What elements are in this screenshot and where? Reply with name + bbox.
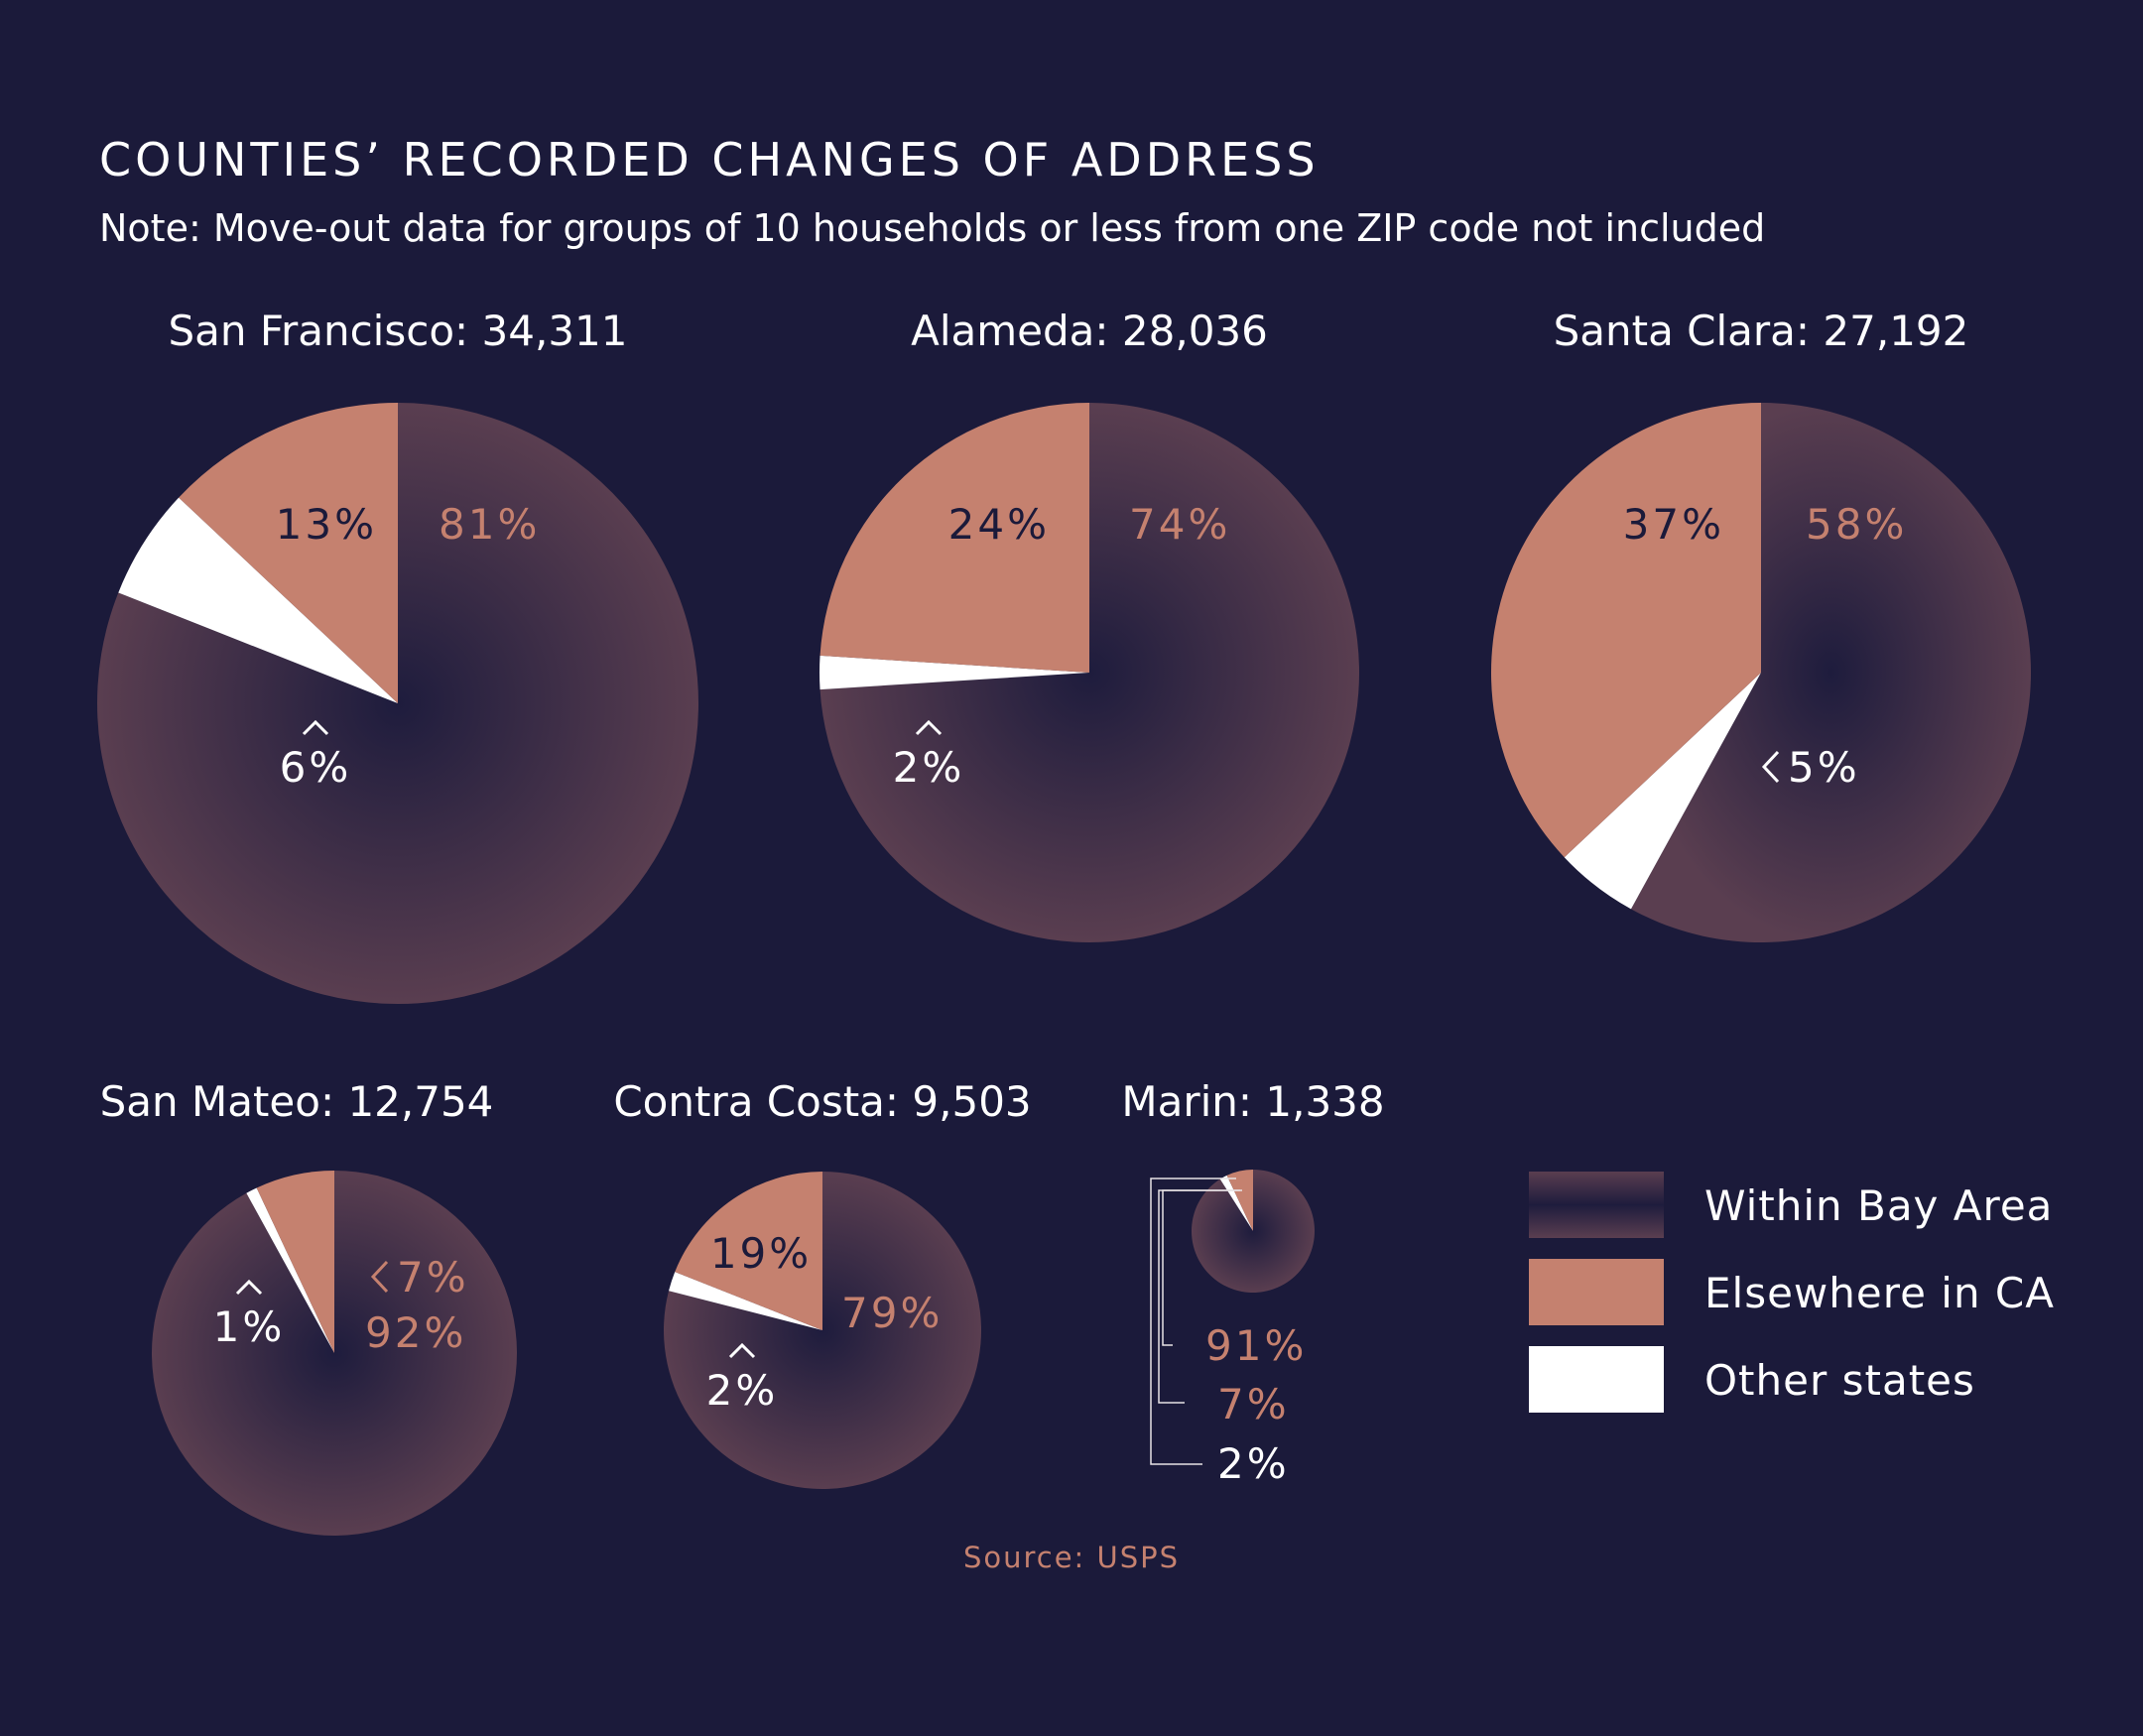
caret-left-icon xyxy=(1761,750,1780,784)
leader-line-other-states xyxy=(1150,1178,1236,1465)
pie-santa-clara: Santa Clara: 27,192 58% 37% 5% xyxy=(1490,307,2031,942)
pie-contra-costa: Contra Costa: 9,503 79% 19% 2% xyxy=(613,1077,1032,1489)
caret-up-icon xyxy=(728,1342,756,1359)
pct-label-san-francisco-within-bay-area: 81% xyxy=(439,500,540,549)
legend-label-elsewhere: Elsewhere in CA xyxy=(1704,1269,2055,1317)
slice-santa-clara-other-states xyxy=(1564,673,1761,910)
slice-san-mateo-other-states xyxy=(246,1187,334,1353)
slice-san-francisco-within-bay-area xyxy=(97,403,699,1005)
pie-title-san-francisco: San Francisco: 34,311 xyxy=(169,307,628,355)
slice-santa-clara-within-bay-area xyxy=(1630,403,2031,942)
pie-title-santa-clara: Santa Clara: 27,192 xyxy=(1554,307,1969,355)
caret-up-icon xyxy=(302,719,329,736)
pct-label-santa-clara-elsewhere-in-ca: 37% xyxy=(1623,500,1724,549)
pct-label-alameda-elsewhere-in-ca: 24% xyxy=(948,500,1050,549)
slice-marin-other-states xyxy=(1219,1175,1253,1231)
pct-label-san-francisco-other-states: 6% xyxy=(280,743,352,792)
caret-left-icon xyxy=(370,1260,389,1294)
caret-up-icon xyxy=(915,719,943,736)
pct-label-san-mateo-within-bay-area: 92% xyxy=(365,1308,466,1357)
chart-note: Note: Move-out data for groups of 10 hou… xyxy=(99,206,1765,250)
pct-label-alameda-within-bay-area: 74% xyxy=(1129,500,1230,549)
pct-label-alameda-other-states: 2% xyxy=(893,743,965,792)
pie-title-san-mateo: San Mateo: 12,754 xyxy=(100,1077,494,1126)
pct-label-santa-clara-within-bay-area: 58% xyxy=(1806,500,1907,549)
pct-label-contra-costa-other-states: 2% xyxy=(706,1366,779,1415)
slice-alameda-elsewhere-in-ca xyxy=(819,403,1089,673)
slice-san-mateo-within-bay-area xyxy=(152,1171,518,1537)
slice-marin-within-bay-area xyxy=(1191,1170,1315,1293)
pie-alameda: Alameda: 28,036 74% 24% 2% xyxy=(819,307,1360,942)
pct-label-san-francisco-elsewhere-in-ca: 13% xyxy=(276,500,377,549)
pie-charts: San Francisco: 34,311 81% 13% 6% Alameda: 28… xyxy=(97,307,2031,1537)
leader-line-elsewhere-in-ca xyxy=(1158,1189,1242,1404)
legend-label-other: Other states xyxy=(1704,1356,1975,1405)
chart-title: COUNTIES’ RECORDED CHANGES OF ADDRESS xyxy=(99,133,1320,186)
pct-label-contra-costa-within-bay-area: 79% xyxy=(841,1289,943,1337)
slice-san-mateo-elsewhere-in-ca xyxy=(256,1171,334,1353)
slice-contra-costa-within-bay-area xyxy=(664,1172,982,1489)
legend-swatch-elsewhere xyxy=(1529,1259,1664,1325)
pct-label-marin-elsewhere-in-ca: 7% xyxy=(1217,1380,1290,1428)
slice-san-francisco-other-states xyxy=(118,497,398,703)
legend: Within Bay Area Elsewhere in CA Other stat… xyxy=(1529,1172,2055,1413)
slice-alameda-within-bay-area xyxy=(819,403,1360,942)
pie-title-contra-costa: Contra Costa: 9,503 xyxy=(613,1077,1031,1126)
pct-label-marin-within-bay-area: 91% xyxy=(1205,1321,1307,1370)
pct-label-san-mateo-elsewhere-in-ca: 7% xyxy=(397,1253,469,1302)
pct-label-santa-clara-other-states: 5% xyxy=(1788,743,1860,792)
pie-title-alameda: Alameda: 28,036 xyxy=(911,307,1268,355)
slice-contra-costa-elsewhere-in-ca xyxy=(675,1172,822,1330)
legend-swatch-other xyxy=(1529,1346,1664,1413)
pct-label-contra-costa-elsewhere-in-ca: 19% xyxy=(710,1229,812,1278)
slice-marin-elsewhere-in-ca xyxy=(1226,1170,1253,1231)
slice-san-francisco-elsewhere-in-ca xyxy=(179,403,398,703)
slice-santa-clara-elsewhere-in-ca xyxy=(1490,403,1761,858)
pie-san-francisco: San Francisco: 34,311 81% 13% 6% xyxy=(97,307,699,1005)
legend-label-within: Within Bay Area xyxy=(1704,1181,2053,1230)
pct-label-san-mateo-other-states: 1% xyxy=(213,1302,286,1351)
source-note: Source: USPS xyxy=(963,1541,1180,1574)
caret-up-icon xyxy=(235,1279,263,1296)
pie-title-marin: Marin: 1,338 xyxy=(1121,1077,1384,1126)
pie-san-mateo: San Mateo: 12,754 92% 7% 1% xyxy=(100,1077,518,1537)
slice-contra-costa-other-states xyxy=(669,1272,822,1330)
legend-swatch-within xyxy=(1529,1172,1664,1238)
pie-marin: Marin: 1,338 91% 7% 2% xyxy=(1121,1077,1384,1488)
slice-alameda-other-states xyxy=(819,655,1089,690)
pct-label-marin-other-states: 2% xyxy=(1217,1439,1290,1488)
